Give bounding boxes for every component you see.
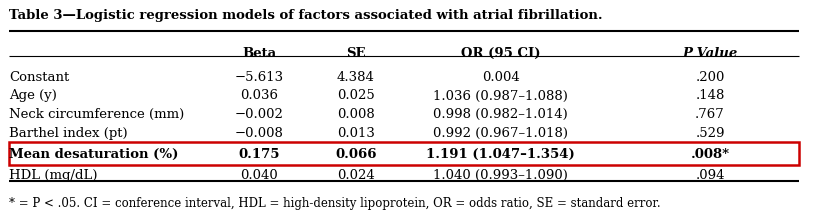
Text: Age (y): Age (y) — [9, 89, 57, 103]
Text: Beta: Beta — [242, 47, 276, 60]
Text: Barthel index (pt): Barthel index (pt) — [9, 127, 128, 140]
Text: Mean desaturation (%): Mean desaturation (%) — [9, 147, 178, 160]
Text: −0.008: −0.008 — [235, 127, 283, 140]
Text: Constant: Constant — [9, 71, 69, 84]
Text: * = P < .05. CI = conference interval, HDL = high-density lipoprotein, OR = odds: * = P < .05. CI = conference interval, H… — [9, 197, 661, 210]
Text: 0.024: 0.024 — [337, 169, 375, 182]
Text: Table 3—Logistic regression models of factors associated with atrial fibrillatio: Table 3—Logistic regression models of fa… — [9, 9, 603, 22]
Text: .529: .529 — [695, 127, 725, 140]
Text: 1.036 (0.987–1.088): 1.036 (0.987–1.088) — [434, 89, 568, 103]
Text: .200: .200 — [695, 71, 724, 84]
Text: .767: .767 — [695, 108, 725, 121]
Text: −5.613: −5.613 — [235, 71, 283, 84]
Text: 0.025: 0.025 — [337, 89, 375, 103]
Text: 0.008: 0.008 — [337, 108, 375, 121]
Text: 1.040 (0.993–1.090): 1.040 (0.993–1.090) — [434, 169, 568, 182]
Text: 1.191 (1.047–1.354): 1.191 (1.047–1.354) — [426, 147, 575, 160]
Text: 0.175: 0.175 — [239, 147, 280, 160]
Text: OR (95 CI): OR (95 CI) — [461, 47, 540, 60]
Text: 0.036: 0.036 — [240, 89, 278, 103]
Text: HDL (mg/dL): HDL (mg/dL) — [9, 169, 98, 182]
Text: −0.002: −0.002 — [235, 108, 283, 121]
Text: Neck circumference (mm): Neck circumference (mm) — [9, 108, 185, 121]
Text: 0.998 (0.982–1.014): 0.998 (0.982–1.014) — [434, 108, 568, 121]
Text: .008*: .008* — [691, 147, 729, 160]
Text: 0.066: 0.066 — [335, 147, 377, 160]
Text: 4.384: 4.384 — [337, 71, 375, 84]
Text: SE: SE — [346, 47, 365, 60]
Text: 0.013: 0.013 — [337, 127, 375, 140]
Text: .094: .094 — [695, 169, 725, 182]
Text: 0.992 (0.967–1.018): 0.992 (0.967–1.018) — [433, 127, 568, 140]
Text: P Value: P Value — [682, 47, 738, 60]
Text: 0.040: 0.040 — [240, 169, 278, 182]
Text: 0.004: 0.004 — [482, 71, 520, 84]
Text: .148: .148 — [695, 89, 724, 103]
